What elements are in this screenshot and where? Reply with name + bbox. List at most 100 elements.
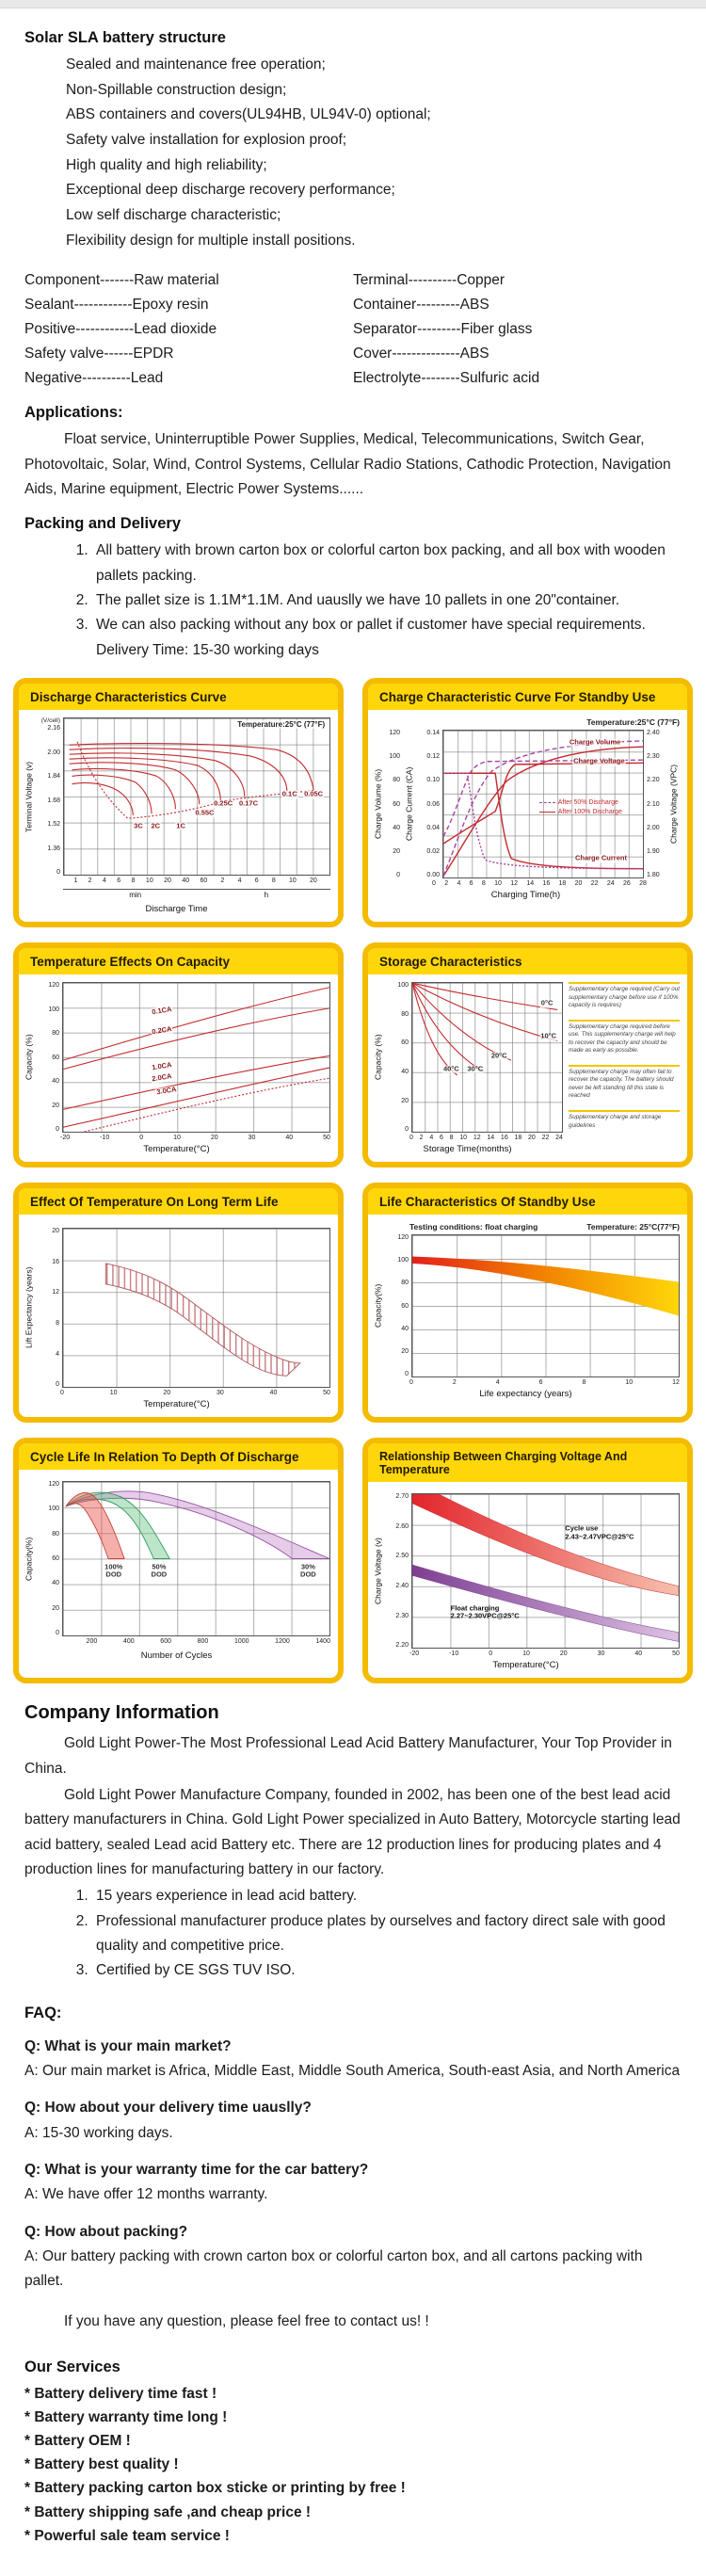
x-ticks: 0 2 4 6 8 10 12 14 16 18 20 22 24 26 28 [432,880,647,887]
y-tick: 0 [405,1126,409,1134]
x-tick: -20 [60,1135,71,1142]
x-tick: 0 [409,1379,413,1387]
chart-card-long-term-life: Effect Of Temperature On Long Term Life … [13,1183,344,1424]
x-tick: 1 [73,877,78,885]
x-tick: 4 [495,1379,500,1387]
y-tick: 1.68 [47,797,60,804]
y-tick: 2.70 [395,1493,409,1501]
float-charging-label: Float charging 2.27~2.30VPC@25°C [450,1603,520,1620]
y-tick: 100 [48,1505,59,1513]
dod-label-30: 30% DOD [299,1562,317,1580]
x-axis-label: Temperature(°C) [492,1660,559,1671]
dod-label-50: 50% DOD [150,1562,168,1580]
y-tick: 0 [56,1381,59,1389]
x-tick: 200 [86,1638,98,1646]
y-ticks: 120 100 80 60 40 20 0 [35,1481,62,1636]
x-axis-label: Temperature(°C) [143,1144,210,1155]
x-tick: -20 [409,1650,420,1658]
y-ticks: 120 100 80 60 40 20 0 [35,982,62,1133]
curve-label: 3C [133,821,144,830]
y-ticks-voltage: 2.40 2.30 2.20 2.10 2.00 1.90 1.80 [644,730,667,878]
y-ticks-current: 0.14 0.12 0.10 0.06 0.04 0.02 0.00 [415,730,442,878]
y-axis-label-voltage: Charge Voltage (VPC) [668,765,679,845]
x-tick: 28 [639,880,647,888]
cycle-use-label: Cycle use 2.43~2.47VPC@25°C [565,1523,634,1540]
component-row: Terminal----------Copper [353,272,505,289]
faq-item: Q: What is your main market? A: Our main… [24,2035,682,2085]
x-tick: 24 [555,1135,563,1142]
structure-feature-item: Exceptional deep discharge recovery perf… [66,182,395,199]
services-list: * Battery delivery time fast ! * Battery … [24,2382,682,2548]
x-tick: 22 [541,1135,550,1142]
y-tick: 80 [52,1530,59,1538]
y-axis-label-volume: Charge Volume (%) [373,769,383,840]
curve-label-voltage: Charge Voltage [572,756,626,766]
y-tick: 120 [389,730,400,737]
y-tick: 0.00 [426,872,440,879]
y-tick: 2.16 [47,725,60,733]
section-title-structure: Solar SLA battery structure [24,29,226,46]
x-ticks: 1 2 4 6 8 10 20 40 60 2 4 6 8 10 20 [63,877,330,886]
faq-question: Q: How about packing? [24,2223,188,2240]
x-ticks: -20 -10 0 10 20 30 40 50 [60,1135,330,1141]
structure-feature-item: Flexibility design for multiple install … [66,232,356,249]
charging-voltage-plot: Cycle use 2.43~2.47VPC@25°C Float chargin… [411,1493,680,1650]
y-tick: 80 [401,1010,409,1018]
x-tick: 14 [487,1135,495,1142]
y-tick: 0 [396,872,400,879]
y-tick: 80 [401,1280,409,1287]
y-tick: 0.02 [426,847,440,855]
discharge-curves [64,718,329,875]
y-axis-label: Capacity (%) [24,1034,34,1081]
x-tick: 2 [452,1379,457,1387]
y-tick: 2.50 [395,1553,409,1560]
x-tick: 26 [622,880,631,888]
y-tick: 60 [52,1054,59,1061]
chart-legend: After 50% Discharge After 100% Discharge [538,798,622,818]
x-tick: 8 [582,1379,586,1387]
service-item: * Battery warranty time long ! [24,2409,228,2426]
y-tick: 40 [401,1068,409,1075]
y-tick: 2.30 [647,753,660,761]
x-axis-label: Temperature(°C) [143,1399,210,1410]
delivery-time: Delivery Time: 15-30 working days [96,641,319,658]
x-tick: 10 [522,1650,530,1658]
y-tick: 2.40 [395,1582,409,1589]
service-item: * Battery best quality ! [24,2456,179,2473]
y-axis-label-current: Charge Current (CA) [404,766,414,842]
y-tick: 1.80 [647,872,660,879]
x-tick: 20 [163,1390,171,1397]
y-tick: 20 [52,1102,59,1109]
x-tick: 12 [672,1379,680,1387]
x-tick: 40 [285,1135,294,1142]
chart-title: Storage Characteristics [368,948,687,975]
chart-title: Relationship Between Charging Voltage An… [368,1443,687,1483]
component-row: Positive------------Lead dioxide [24,321,217,338]
curve-label: 0°C [539,998,554,1008]
y-tick: 40 [393,824,400,831]
y-tick: 2.10 [647,800,660,808]
structure-feature-item: Sealed and maintenance free operation; [66,56,326,72]
x-tick: 0 [409,1135,413,1142]
curve-label-volume: Charge Volume [568,737,622,747]
faq-item: Q: How about your delivery time uauslly?… [24,2096,682,2146]
packing-item: We can also packing without any box or p… [92,613,682,637]
y-tick: 40 [401,1325,409,1332]
x-tick: 6 [538,1379,543,1387]
company-point: Professional manufacturer produce plates… [92,1909,682,1959]
x-tick: 14 [526,880,535,888]
y-tick: 20 [52,1604,59,1612]
charts-grid: Discharge Characteristics Curve Terminal… [13,678,693,1684]
scan-edge [0,0,706,8]
y-ticks: 100 80 60 40 20 0 [384,982,411,1133]
capacity-curves [63,983,329,1132]
x-tick: 50 [672,1650,680,1658]
charge-plot: Charge Volume Charge Voltage Charge Curr… [442,730,644,879]
legend-solid-line [538,812,555,813]
faq-answer: A: Our main market is Africa, Middle Eas… [24,2062,681,2079]
structure-feature-item: Low self discharge characteristic; [66,206,281,223]
curve-label: 0.25C [213,799,234,809]
curve-label: 0.55C [194,809,216,818]
y-tick: 60 [52,1555,59,1563]
faq-question: Q: What is your warranty time for the ca… [24,2161,369,2178]
